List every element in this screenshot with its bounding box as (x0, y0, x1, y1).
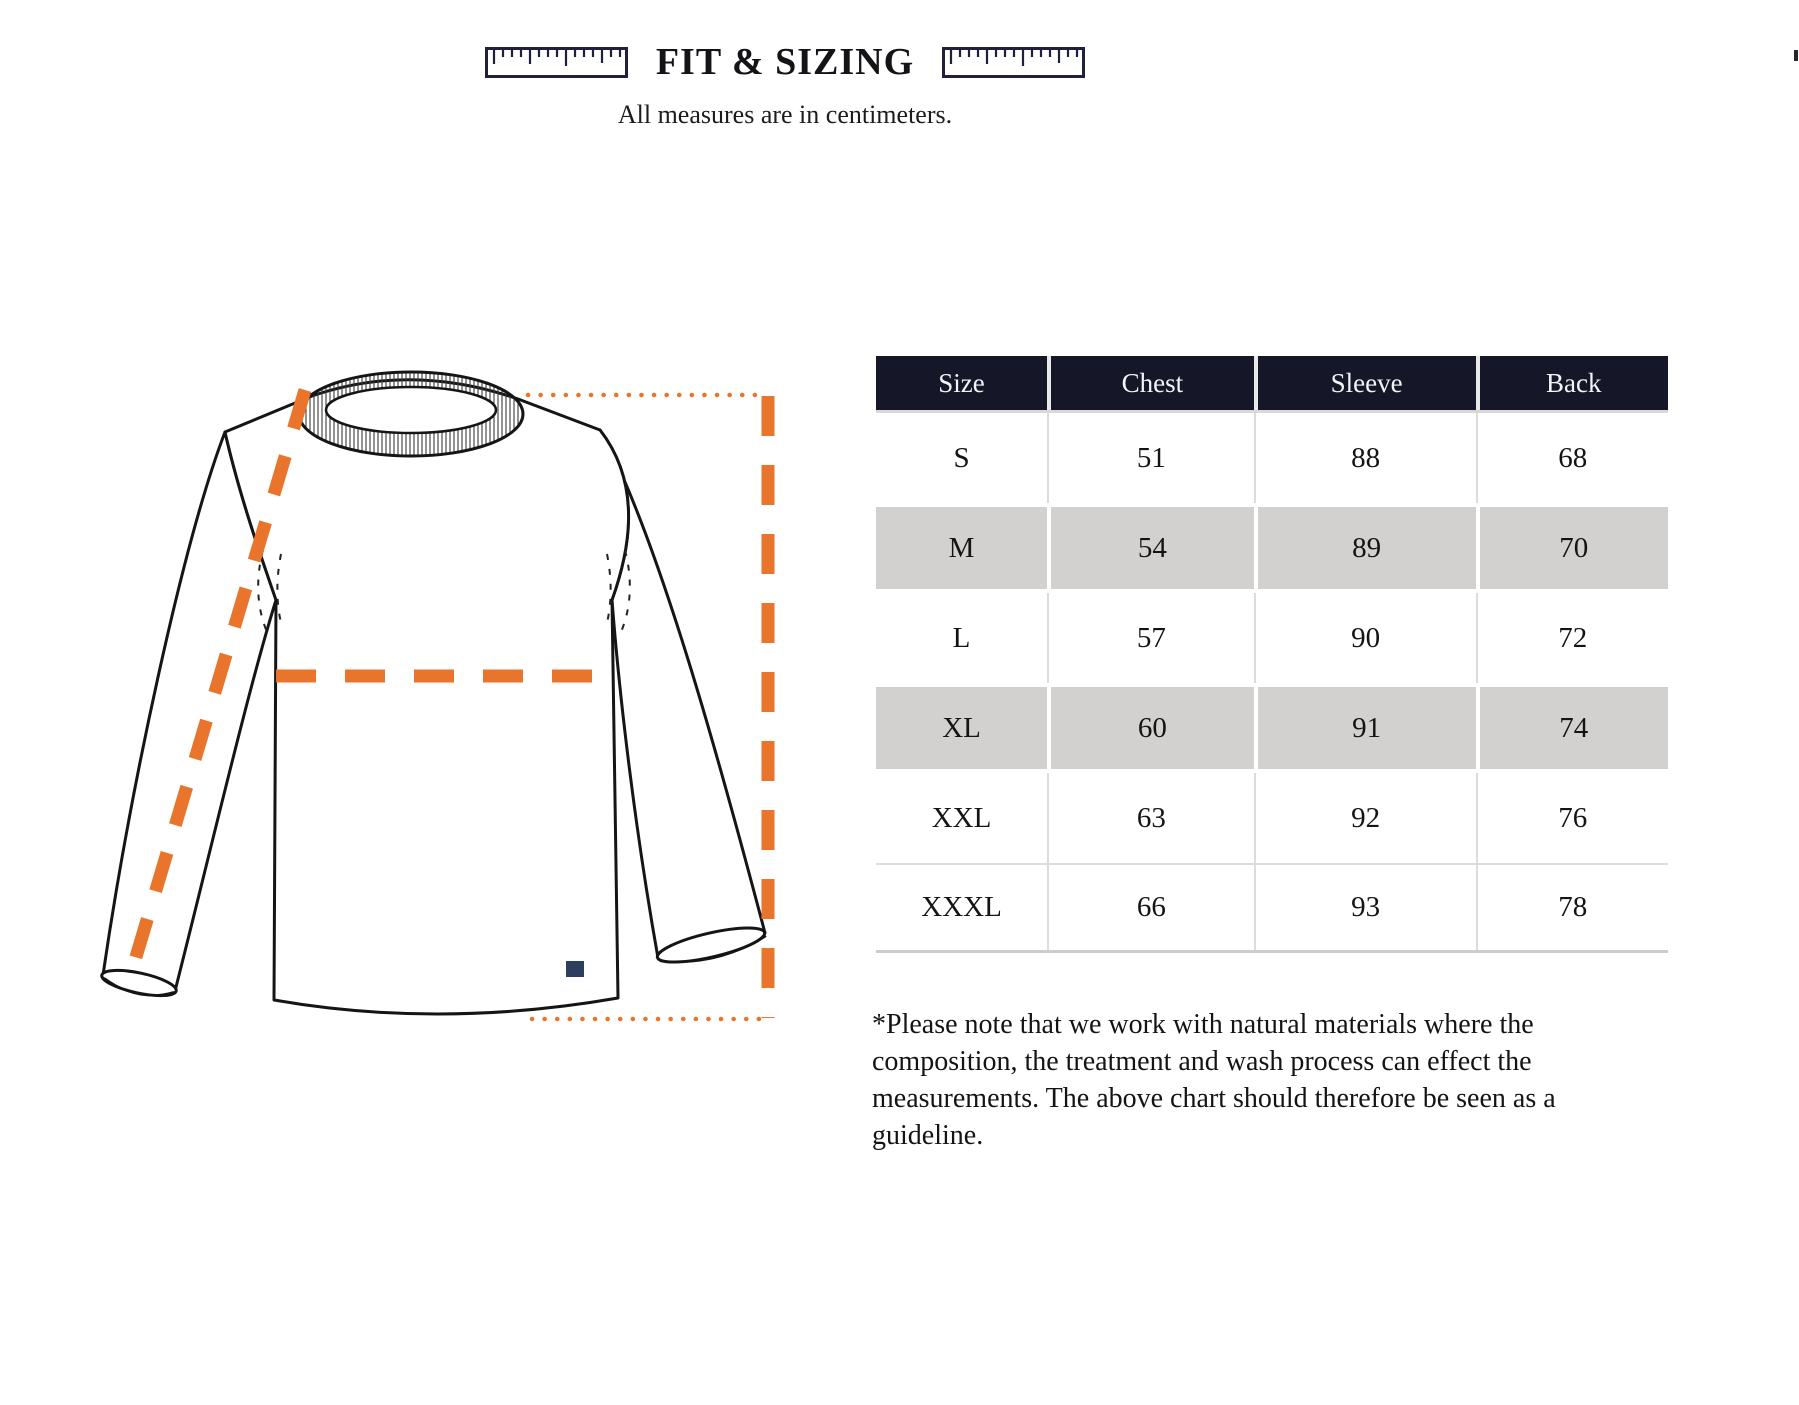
page-title: FIT & SIZING (655, 41, 915, 83)
footnote-line: *Please note that we work with natural m… (872, 1009, 1534, 1040)
cell-sleeve: 91 (1253, 687, 1476, 769)
cell-sleeve: 88 (1253, 413, 1476, 503)
cell-back: 76 (1475, 773, 1668, 863)
table-row: XXL 63 92 76 (876, 773, 1668, 863)
cell-sleeve: 89 (1253, 507, 1476, 589)
cell-sleeve: 92 (1253, 773, 1476, 863)
shirt-left-cuff-fold (103, 977, 175, 997)
column-header-chest: Chest (1047, 356, 1254, 410)
edge-artifact (1794, 50, 1798, 61)
materials-footnote: *Please note that we work with natural m… (872, 1006, 1682, 1154)
footnote-line: composition, the treatment and wash proc… (872, 1046, 1532, 1077)
cell-chest: 54 (1047, 507, 1254, 589)
column-header-sleeve: Sleeve (1253, 356, 1476, 410)
cell-size: S (953, 441, 970, 474)
cell-back: 70 (1475, 507, 1668, 589)
table-row: XXXL 66 93 78 (876, 863, 1668, 953)
cell-sleeve: 90 (1253, 593, 1476, 683)
cell-size: L (952, 621, 971, 654)
armhole-stitch-left (257, 549, 268, 633)
cell-size: XXXL (921, 891, 1002, 923)
cell-size: XL (942, 711, 981, 744)
cell-size: XXL (931, 801, 992, 834)
cell-back: 68 (1475, 413, 1668, 503)
ruler-icon (484, 46, 628, 78)
size-table: Size Chest Sleeve Back S 51 88 68 M 54 8… (876, 356, 1668, 953)
column-header-back: Back (1475, 356, 1668, 410)
footnote-line: measurements. The above chart should the… (872, 1083, 1556, 1114)
cell-back: 78 (1475, 865, 1668, 950)
cell-size: M (948, 531, 975, 564)
shirt-right-cuff-fold (659, 935, 767, 964)
cell-chest: 51 (1047, 413, 1254, 503)
column-header-size: Size (938, 367, 985, 398)
cell-chest: 60 (1047, 687, 1254, 769)
table-row: L 57 90 72 (876, 593, 1668, 683)
cell-chest: 66 (1047, 865, 1254, 950)
footnote-line: guideline. (872, 1120, 984, 1151)
page-header: FIT & SIZING All measures are in centime… (0, 40, 1570, 130)
cell-chest: 63 (1047, 773, 1254, 863)
size-table-rows: S 51 88 68 M 54 89 70 L 57 90 72 XL 60 9… (876, 413, 1668, 953)
cell-back: 72 (1475, 593, 1668, 683)
armhole-stitch-right (620, 549, 631, 633)
measure-sleeve-diagonal (126, 388, 312, 969)
table-row: M 54 89 70 (876, 503, 1668, 593)
cell-back: 74 (1475, 687, 1668, 769)
units-note: All measures are in centimeters. (617, 100, 953, 129)
ruler-icon (942, 46, 1086, 78)
table-row: S 51 88 68 (876, 413, 1668, 503)
shirt-right-cuff (655, 926, 767, 964)
size-table-header: Size Chest Sleeve Back (876, 356, 1668, 413)
cell-sleeve: 93 (1253, 865, 1476, 950)
brand-label (566, 961, 584, 977)
table-row: XL 60 91 74 (876, 683, 1668, 773)
shirt-diagram (100, 370, 775, 1022)
collar-inner (324, 385, 498, 435)
cell-chest: 57 (1047, 593, 1254, 683)
